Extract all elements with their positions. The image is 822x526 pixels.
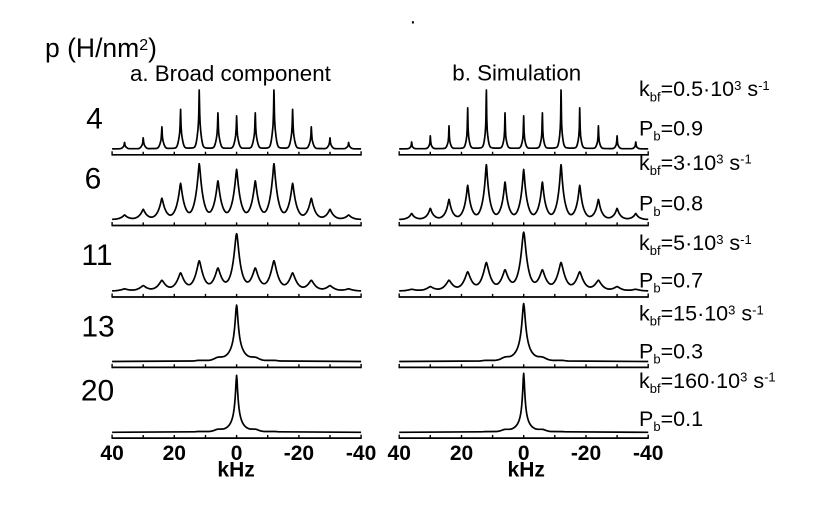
svg-text:20: 20 (81, 374, 114, 407)
svg-text:Pb=0.7: Pb=0.7 (639, 268, 703, 295)
svg-text:40: 40 (100, 442, 123, 465)
svg-text:4: 4 (86, 103, 103, 136)
svg-text:kbf=0.5·103 s-1: kbf=0.5·103 s-1 (639, 77, 770, 104)
svg-text:b. Simulation: b. Simulation (452, 61, 581, 86)
svg-text:40: 40 (388, 442, 411, 465)
svg-text:Pb=0.8: Pb=0.8 (639, 192, 703, 219)
svg-text:Pb=0.1: Pb=0.1 (639, 407, 703, 434)
svg-text:-20: -20 (284, 442, 314, 465)
svg-text:20: 20 (450, 442, 473, 465)
svg-text:11: 11 (81, 239, 112, 272)
svg-text:6: 6 (85, 163, 102, 196)
svg-text:-40: -40 (346, 442, 376, 465)
svg-text:20: 20 (163, 442, 186, 465)
svg-text:kHz: kHz (217, 458, 254, 481)
svg-text:0: 0 (518, 442, 530, 465)
svg-text:0: 0 (231, 442, 243, 465)
svg-text:.: . (410, 6, 416, 29)
svg-text:-40: -40 (633, 442, 663, 465)
svg-text:p (H/nm2): p (H/nm2) (45, 33, 157, 63)
svg-text:Pb=0.3: Pb=0.3 (639, 340, 703, 367)
svg-text:kbf=15·103 s-1: kbf=15·103 s-1 (639, 302, 764, 329)
svg-text:-20: -20 (571, 442, 601, 465)
svg-text:kHz: kHz (508, 458, 545, 481)
svg-text:a. Broad component: a. Broad component (130, 61, 332, 86)
svg-text:kbf=160·103 s-1: kbf=160·103 s-1 (639, 369, 776, 396)
svg-text:Pb=0.9: Pb=0.9 (639, 116, 703, 143)
svg-text:13: 13 (81, 310, 114, 343)
